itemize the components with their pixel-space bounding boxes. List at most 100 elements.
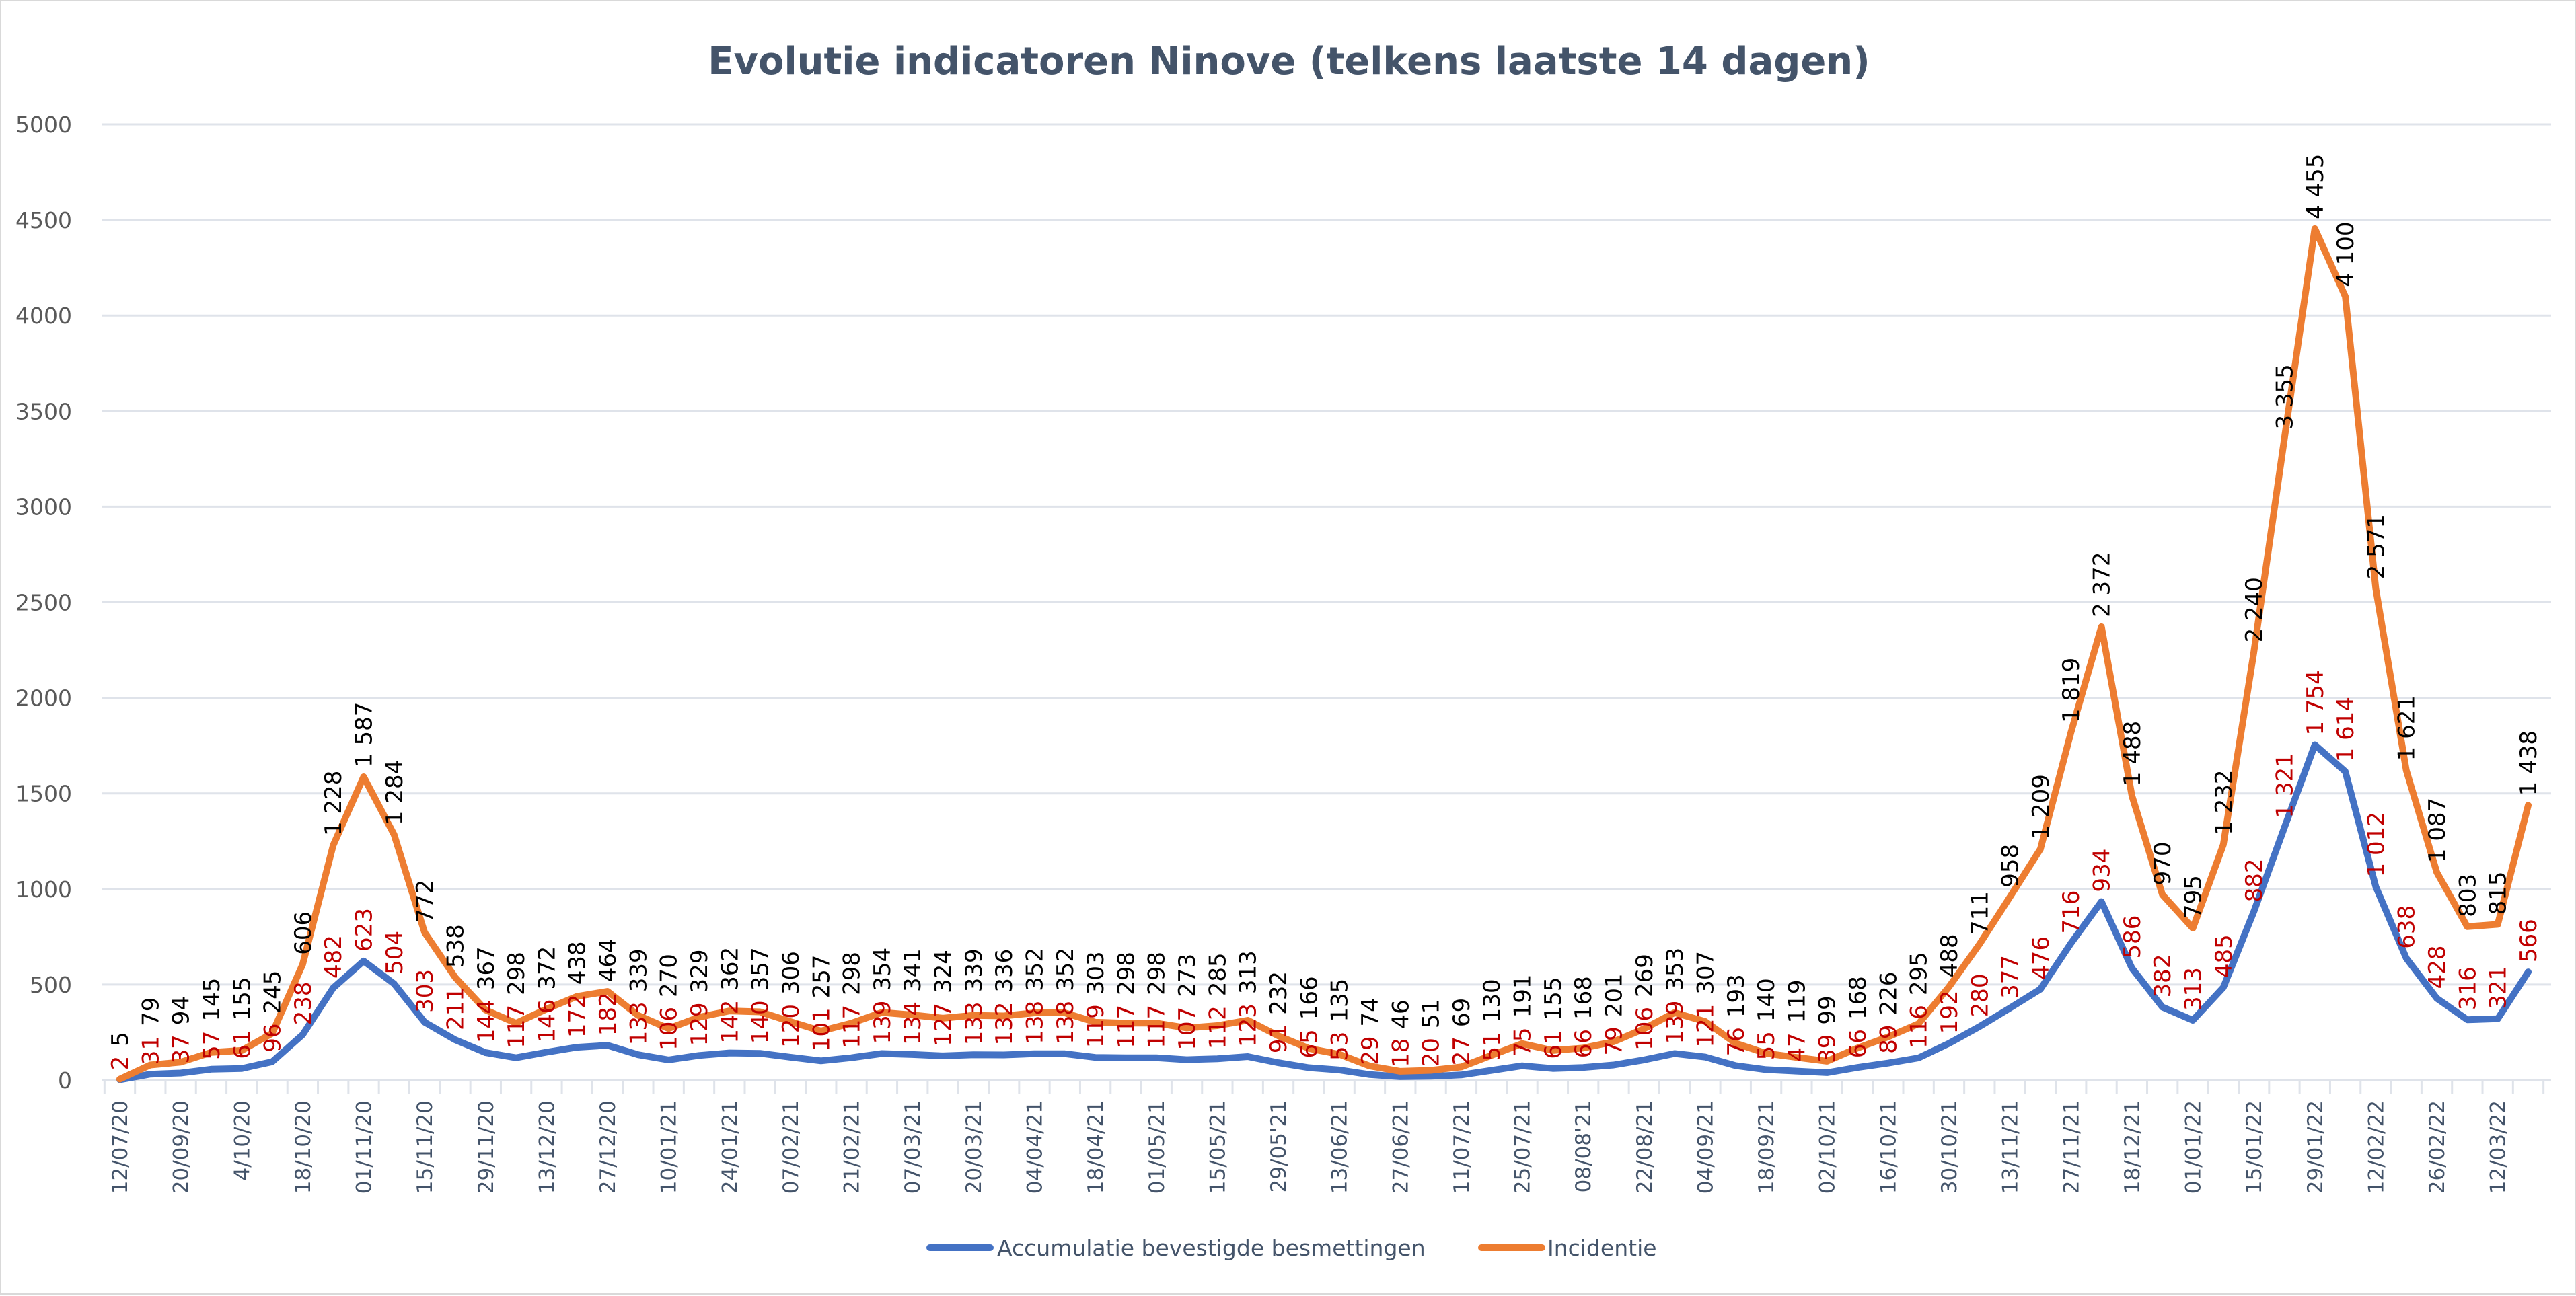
data-label-incidentie: 329 <box>686 950 713 993</box>
data-label-accumulatie: 57 <box>198 1031 225 1060</box>
x-tick-label: 24/01/21 <box>718 1100 742 1194</box>
x-tick-label: 13/11/21 <box>1999 1100 2023 1194</box>
data-label-incidentie: 298 <box>503 952 530 995</box>
data-label-accumulatie: 37 <box>168 1034 195 1063</box>
data-label-incidentie: 958 <box>1997 844 2024 888</box>
data-label-accumulatie: 139 <box>869 1001 896 1044</box>
data-label-accumulatie: 18 <box>1387 1038 1414 1067</box>
data-label-incidentie: 298 <box>1113 952 1140 995</box>
data-label-accumulatie: 146 <box>533 999 560 1043</box>
data-label-accumulatie: 55 <box>1753 1031 1780 1060</box>
y-tick-label: 4500 <box>15 207 72 233</box>
data-label-accumulatie: 96 <box>260 1023 287 1052</box>
series-line-accumulatie <box>116 741 2532 1083</box>
data-label-incidentie: 2 240 <box>2241 577 2268 642</box>
data-label-incidentie: 464 <box>595 938 622 982</box>
data-label-incidentie: 193 <box>1723 974 1750 1018</box>
data-label-incidentie: 135 <box>1327 979 1354 1022</box>
x-tick-label: 13/12/20 <box>535 1100 559 1194</box>
y-tick-label: 3500 <box>15 398 72 424</box>
data-label-accumulatie: 106 <box>656 1007 683 1051</box>
x-tick-label: 15/11/20 <box>413 1100 437 1194</box>
x-tick-label: 01/11/20 <box>353 1100 377 1194</box>
data-label-incidentie: 232 <box>1265 971 1292 1015</box>
data-label-incidentie: 155 <box>229 977 256 1020</box>
data-label-accumulatie: 75 <box>1510 1027 1537 1056</box>
x-tick-label: 12/03/22 <box>2487 1100 2511 1194</box>
data-label-accumulatie: 476 <box>2028 936 2055 980</box>
data-label-incidentie: 1 621 <box>2394 695 2421 761</box>
data-label-incidentie: 772 <box>412 880 439 923</box>
data-label-incidentie: 336 <box>991 949 1018 993</box>
data-label-accumulatie: 2 <box>107 1056 134 1071</box>
data-label-accumulatie: 31 <box>137 1036 164 1065</box>
series-lines <box>116 225 2532 1083</box>
data-label-accumulatie: 66 <box>1845 1029 1872 1058</box>
data-label-incidentie: 815 <box>2485 871 2512 915</box>
data-label-accumulatie: 20 <box>1418 1038 1445 1067</box>
data-label-accumulatie: 119 <box>1082 1004 1109 1048</box>
data-label-incidentie: 166 <box>1296 976 1323 1020</box>
data-label-accumulatie: 140 <box>747 1000 774 1044</box>
x-tick-label: 07/03/21 <box>901 1100 925 1194</box>
series-line-incidentie <box>116 225 2532 1083</box>
data-label-incidentie: 51 <box>1418 999 1445 1028</box>
x-tick-label: 07/02/21 <box>779 1100 803 1194</box>
data-label-incidentie: 357 <box>747 947 774 991</box>
data-label-accumulatie: 238 <box>290 981 317 1025</box>
data-label-accumulatie: 638 <box>2394 905 2421 949</box>
y-tick-label: 2500 <box>15 590 72 616</box>
data-label-accumulatie: 133 <box>961 1001 988 1045</box>
data-label-accumulatie: 144 <box>473 999 500 1043</box>
data-label-incidentie: 269 <box>1631 954 1658 997</box>
data-label-incidentie: 155 <box>1540 977 1567 1020</box>
data-label-accumulatie: 211 <box>442 987 469 1030</box>
x-tick-label: 18/04/21 <box>1084 1100 1108 1194</box>
data-label-incidentie: 295 <box>1906 952 1933 995</box>
data-label-incidentie: 1 819 <box>2058 658 2085 723</box>
x-tick-label: 29/05'21 <box>1267 1100 1291 1192</box>
data-label-accumulatie: 1 012 <box>2363 812 2390 877</box>
data-label-incidentie: 298 <box>839 952 866 995</box>
data-label-incidentie: 2 372 <box>2089 552 2116 617</box>
x-tick-label: 18/12/21 <box>2121 1100 2145 1194</box>
data-label-incidentie: 306 <box>778 951 805 995</box>
legend-label-incidentie: Incidentie <box>1547 1235 1657 1261</box>
data-label-incidentie: 5 <box>107 1032 134 1046</box>
x-tick-label: 20/09/20 <box>170 1100 194 1194</box>
data-label-accumulatie: 91 <box>1265 1024 1292 1053</box>
data-label-incidentie: 341 <box>899 948 926 992</box>
data-label-incidentie: 94 <box>168 996 195 1025</box>
data-label-accumulatie: 139 <box>1662 1001 1689 1044</box>
data-label-accumulatie: 192 <box>1936 991 1963 1034</box>
data-label-accumulatie: 66 <box>1570 1029 1597 1058</box>
data-label-incidentie: 367 <box>473 946 500 990</box>
data-label-incidentie: 46 <box>1387 999 1414 1028</box>
x-tick-label: 20/03/21 <box>962 1100 986 1194</box>
x-tick-label: 27/06/21 <box>1389 1100 1413 1194</box>
data-label-accumulatie: 117 <box>1113 1005 1140 1049</box>
x-tick-label: 4/10/20 <box>230 1100 254 1181</box>
data-label-accumulatie: 934 <box>2089 849 2116 892</box>
data-label-incidentie: 257 <box>808 954 835 998</box>
data-label-accumulatie: 127 <box>930 1003 957 1046</box>
data-label-accumulatie: 182 <box>595 992 622 1036</box>
y-tick-label: 4000 <box>15 303 72 329</box>
data-label-accumulatie: 382 <box>2149 954 2176 998</box>
data-label-incidentie: 201 <box>1601 973 1628 1017</box>
data-label-accumulatie: 303 <box>412 969 439 1013</box>
data-label-accumulatie: 29 <box>1357 1036 1384 1065</box>
data-label-incidentie: 226 <box>1875 972 1902 1016</box>
y-tick-label: 2000 <box>15 685 72 712</box>
x-tick-label: 27/12/20 <box>596 1100 620 1194</box>
data-label-accumulatie: 51 <box>1479 1032 1506 1061</box>
data-label-accumulatie: 485 <box>2211 934 2238 978</box>
data-label-incidentie: 372 <box>533 946 560 990</box>
x-tick-label: 12/07/20 <box>108 1100 133 1194</box>
data-label-incidentie: 245 <box>260 970 287 1014</box>
data-label-accumulatie: 1 754 <box>2302 670 2329 735</box>
data-label-accumulatie: 121 <box>1692 1004 1719 1048</box>
data-label-accumulatie: 313 <box>2180 967 2207 1011</box>
